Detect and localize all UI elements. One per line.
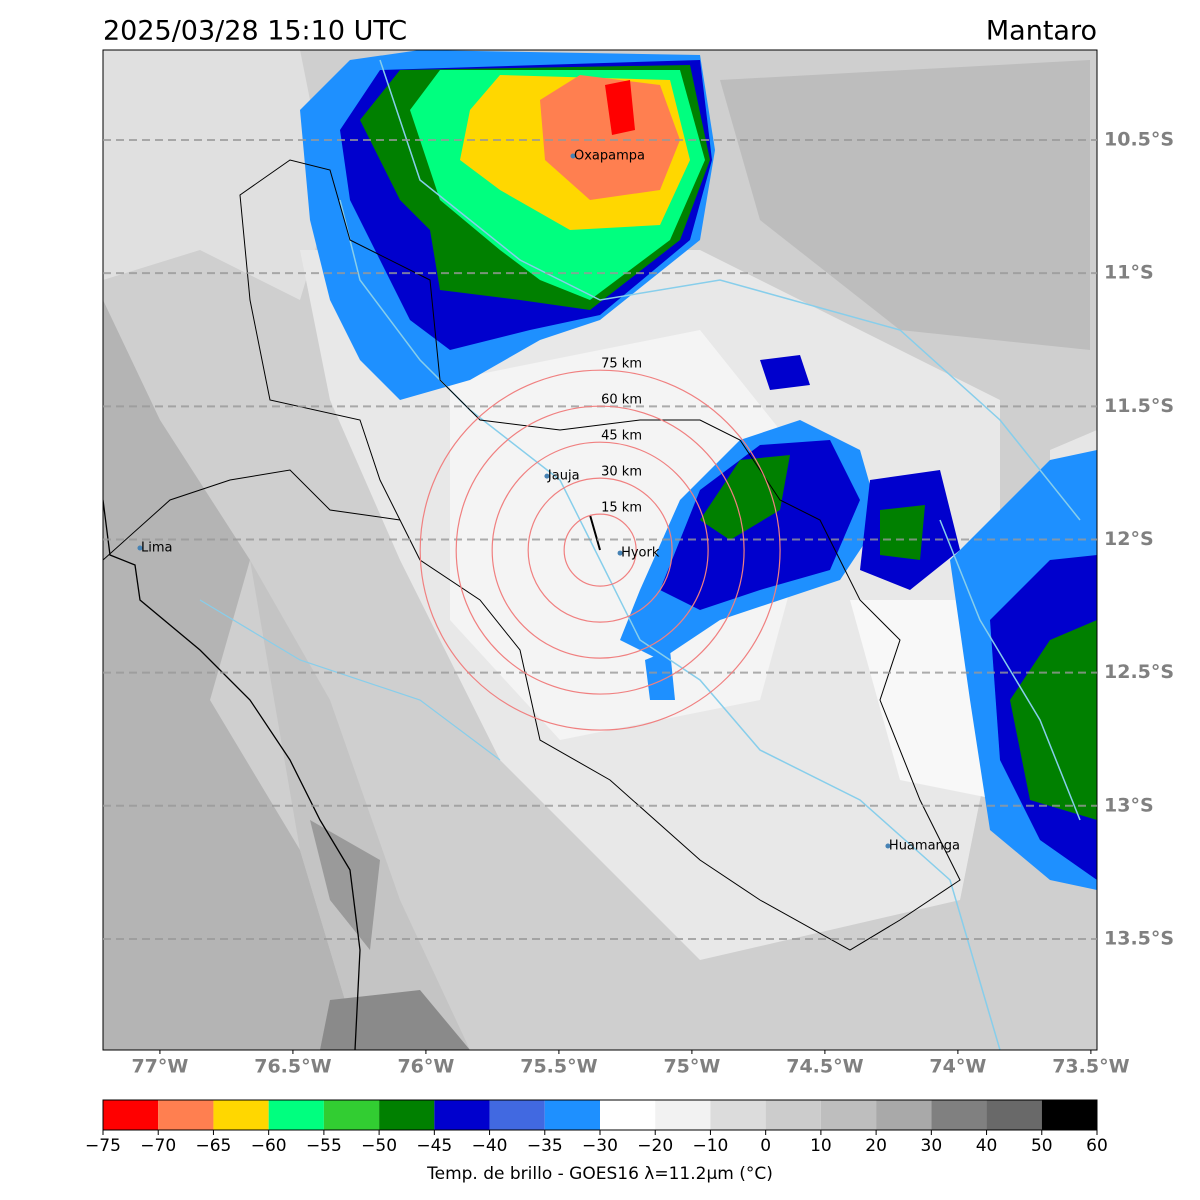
lat-label: 11.5°S: [1104, 395, 1174, 417]
lon-label: 76°W: [397, 1056, 454, 1078]
colorbar-tick-label: −20: [637, 1136, 673, 1156]
colorbar-segment: [434, 1100, 490, 1130]
city-label: Oxapampa: [574, 148, 645, 163]
city-marker: [885, 843, 891, 849]
range-ring: [527, 477, 673, 623]
lon-label: 76.5°W: [254, 1056, 331, 1078]
colorbar-segment: [213, 1100, 269, 1130]
region: Mantaro: [986, 16, 1097, 47]
colorbar-tick-label: 0: [760, 1136, 771, 1156]
colorbar-tick-label: 20: [865, 1136, 887, 1156]
colorbar-segment: [1041, 1100, 1097, 1130]
city-marker: [544, 473, 550, 479]
colorbar-segment: [820, 1100, 877, 1130]
range-ring: [563, 513, 637, 587]
colorbar-label: Temp. de brillo - GOES16 λ=11.2μm (°C): [426, 1164, 773, 1184]
ring-label: 60 km: [601, 393, 642, 408]
colorbar-segment: [765, 1100, 821, 1130]
colorbar-tick-label: −60: [251, 1136, 287, 1156]
city-marker: [137, 545, 143, 551]
colorbar-segment: [986, 1100, 1042, 1130]
colorbar-tick-label: −50: [361, 1136, 397, 1156]
colorbar-segment: [323, 1100, 380, 1130]
colorbar-tick-label: −30: [582, 1136, 618, 1156]
colorbar-segment: [876, 1100, 932, 1130]
city-label: Lima: [141, 541, 172, 556]
colorbar-segment: [268, 1100, 324, 1130]
colorbar-segment: [710, 1100, 766, 1130]
map-frame: [102, 49, 1098, 1051]
colorbar-segment: [489, 1100, 545, 1130]
lon-label: 74°W: [929, 1056, 986, 1078]
lon-label: 75°W: [663, 1056, 720, 1078]
colorbar-tick-label: 50: [1031, 1136, 1053, 1156]
range-ring: [491, 441, 709, 659]
lon-label: 73.5°W: [1052, 1056, 1129, 1078]
ring-label: 75 km: [601, 357, 642, 372]
city-label: Jauja: [547, 469, 580, 484]
range-ring: [455, 405, 745, 695]
ring-label: 30 km: [601, 465, 642, 480]
colorbar-segment: [544, 1100, 600, 1130]
lon-label: 74.5°W: [786, 1056, 863, 1078]
colorbar-segment: [600, 1100, 656, 1130]
ring-label: 15 km: [601, 501, 642, 516]
satellite-image: [103, 50, 1097, 1050]
title: 2025/03/28 15:10 UTC: [103, 16, 407, 47]
lon-label: 75.5°W: [520, 1056, 597, 1078]
city-marker: [617, 550, 623, 556]
colorbar-tick-label: −45: [416, 1136, 452, 1156]
city-label: Huamanga: [889, 839, 960, 854]
colorbar-segment: [158, 1100, 214, 1130]
colorbar-tick-label: 40: [976, 1136, 998, 1156]
range-ring: [419, 369, 781, 731]
colorbar-segment: [379, 1100, 435, 1130]
lat-label: 10.5°S: [1104, 129, 1174, 151]
lat-label: 11°S: [1104, 262, 1154, 284]
lat-label: 12°S: [1104, 528, 1154, 550]
colorbar-tick-label: −40: [472, 1136, 508, 1156]
colorbar-tick-label: −10: [692, 1136, 728, 1156]
colorbar-segment: [655, 1100, 711, 1130]
colorbar-tick-label: −55: [306, 1136, 342, 1156]
colorbar-tick-label: −70: [140, 1136, 176, 1156]
track-line: [589, 514, 601, 551]
lat-label: 12.5°S: [1104, 661, 1174, 683]
lon-label: 77°W: [131, 1056, 188, 1078]
colorbar-tick-label: 30: [921, 1136, 943, 1156]
colorbar-segment: [103, 1100, 159, 1130]
colorbar-tick-label: −35: [527, 1136, 563, 1156]
city-label: Hyork: [621, 546, 660, 561]
lat-label: 13°S: [1104, 794, 1154, 816]
colorbar-tick-label: 10: [810, 1136, 832, 1156]
colorbar-tick-label: 60: [1086, 1136, 1108, 1156]
ring-label: 45 km: [601, 429, 642, 444]
lat-label: 13.5°S: [1104, 927, 1174, 949]
colorbar-tick-label: −75: [85, 1136, 121, 1156]
colorbar-tick-label: −65: [195, 1136, 231, 1156]
colorbar-segment: [931, 1100, 987, 1130]
city-marker: [570, 153, 576, 159]
